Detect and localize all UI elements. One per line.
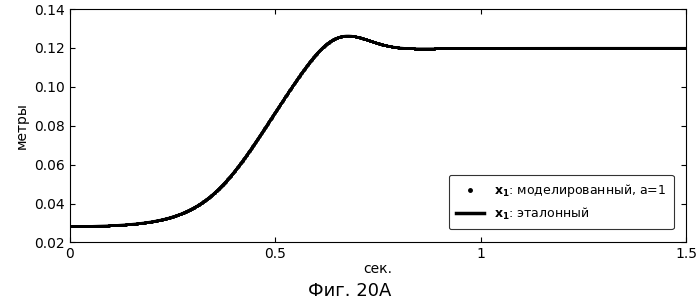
$\mathbf{x_1}$: эталонный: (1.18, 0.12): эталонный: (1.18, 0.12) — [551, 46, 559, 50]
Text: Фиг. 20А: Фиг. 20А — [308, 282, 392, 300]
Text: сек.: сек. — [363, 262, 393, 276]
$\mathbf{x_1}$: эталонный: (0, 0.0282): эталонный: (0, 0.0282) — [66, 225, 74, 228]
$\mathbf{x_1}$: эталонный: (0.73, 0.124): эталонный: (0.73, 0.124) — [365, 39, 374, 42]
$\mathbf{x_1}$: эталонный: (1.46, 0.12): эталонный: (1.46, 0.12) — [664, 46, 672, 50]
Line: $\mathbf{x_1}$: эталонный: $\mathbf{x_1}$: эталонный — [70, 36, 686, 226]
$\mathbf{x_1}$: моделированный, a=1: (0.0765, 0.0286): моделированный, a=1: (0.0765, 0.0286) — [97, 224, 106, 228]
Legend: $\mathbf{x_1}$: моделированный, a=1, $\mathbf{x_1}$: эталонный: $\mathbf{x_1}$: моделированный, a=1, $\m… — [449, 175, 673, 229]
$\mathbf{x_1}$: эталонный: (0.69, 0.126): эталонный: (0.69, 0.126) — [349, 34, 358, 38]
$\mathbf{x_1}$: моделированный, a=1: (0.69, 0.126): моделированный, a=1: (0.69, 0.126) — [349, 34, 358, 38]
$\mathbf{x_1}$: моделированный, a=1: (0, 0.0282): моделированный, a=1: (0, 0.0282) — [66, 225, 74, 228]
$\mathbf{x_1}$: моделированный, a=1: (1.18, 0.12): моделированный, a=1: (1.18, 0.12) — [551, 46, 559, 50]
Line: $\mathbf{x_1}$: моделированный, a=1: $\mathbf{x_1}$: моделированный, a=1 — [69, 34, 687, 228]
$\mathbf{x_1}$: моделированный, a=1: (0.73, 0.124): моделированный, a=1: (0.73, 0.124) — [365, 39, 374, 42]
$\mathbf{x_1}$: эталонный: (0.677, 0.126): эталонный: (0.677, 0.126) — [344, 34, 352, 38]
$\mathbf{x_1}$: моделированный, a=1: (1.46, 0.12): моделированный, a=1: (1.46, 0.12) — [664, 46, 673, 50]
$\mathbf{x_1}$: эталонный: (0.0765, 0.0286): эталонный: (0.0765, 0.0286) — [97, 224, 106, 228]
$\mathbf{x_1}$: моделированный, a=1: (0.677, 0.126): моделированный, a=1: (0.677, 0.126) — [344, 34, 352, 38]
Y-axis label: метры: метры — [15, 102, 29, 149]
$\mathbf{x_1}$: моделированный, a=1: (1.5, 0.12): моделированный, a=1: (1.5, 0.12) — [682, 46, 690, 50]
$\mathbf{x_1}$: эталонный: (1.5, 0.12): эталонный: (1.5, 0.12) — [682, 46, 690, 50]
$\mathbf{x_1}$: моделированный, a=1: (1.46, 0.12): моделированный, a=1: (1.46, 0.12) — [664, 46, 672, 50]
$\mathbf{x_1}$: эталонный: (1.46, 0.12): эталонный: (1.46, 0.12) — [664, 46, 673, 50]
